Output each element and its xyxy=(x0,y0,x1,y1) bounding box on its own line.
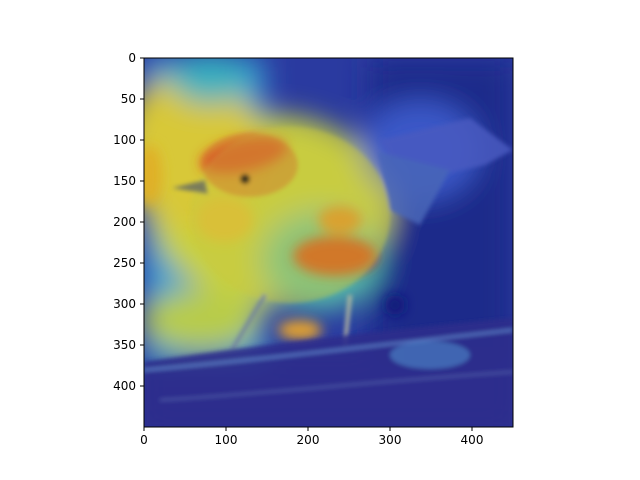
branch xyxy=(144,318,513,427)
x-tick-label: 400 xyxy=(461,433,484,447)
x-tick-label: 300 xyxy=(379,433,402,447)
bird-silhouette xyxy=(172,118,513,352)
y-tick-label: 250 xyxy=(113,256,136,270)
y-tick-label: 200 xyxy=(113,215,136,229)
y-tick-label: 400 xyxy=(113,379,136,393)
y-tick-label: 150 xyxy=(113,174,136,188)
y-tick-label: 100 xyxy=(113,133,136,147)
plot-area xyxy=(144,58,513,427)
x-axis: 0 100 200 300 400 xyxy=(140,427,483,447)
y-tick-label: 300 xyxy=(113,297,136,311)
y-tick-label: 0 xyxy=(128,51,136,65)
y-tick-label: 50 xyxy=(121,92,136,106)
y-tick-label: 350 xyxy=(113,338,136,352)
x-tick-label: 200 xyxy=(297,433,320,447)
x-tick-label: 0 xyxy=(140,433,148,447)
x-tick-label: 100 xyxy=(215,433,238,447)
plot-frame xyxy=(143,57,514,428)
y-axis: 0 50 100 150 200 250 300 350 400 xyxy=(113,51,144,393)
